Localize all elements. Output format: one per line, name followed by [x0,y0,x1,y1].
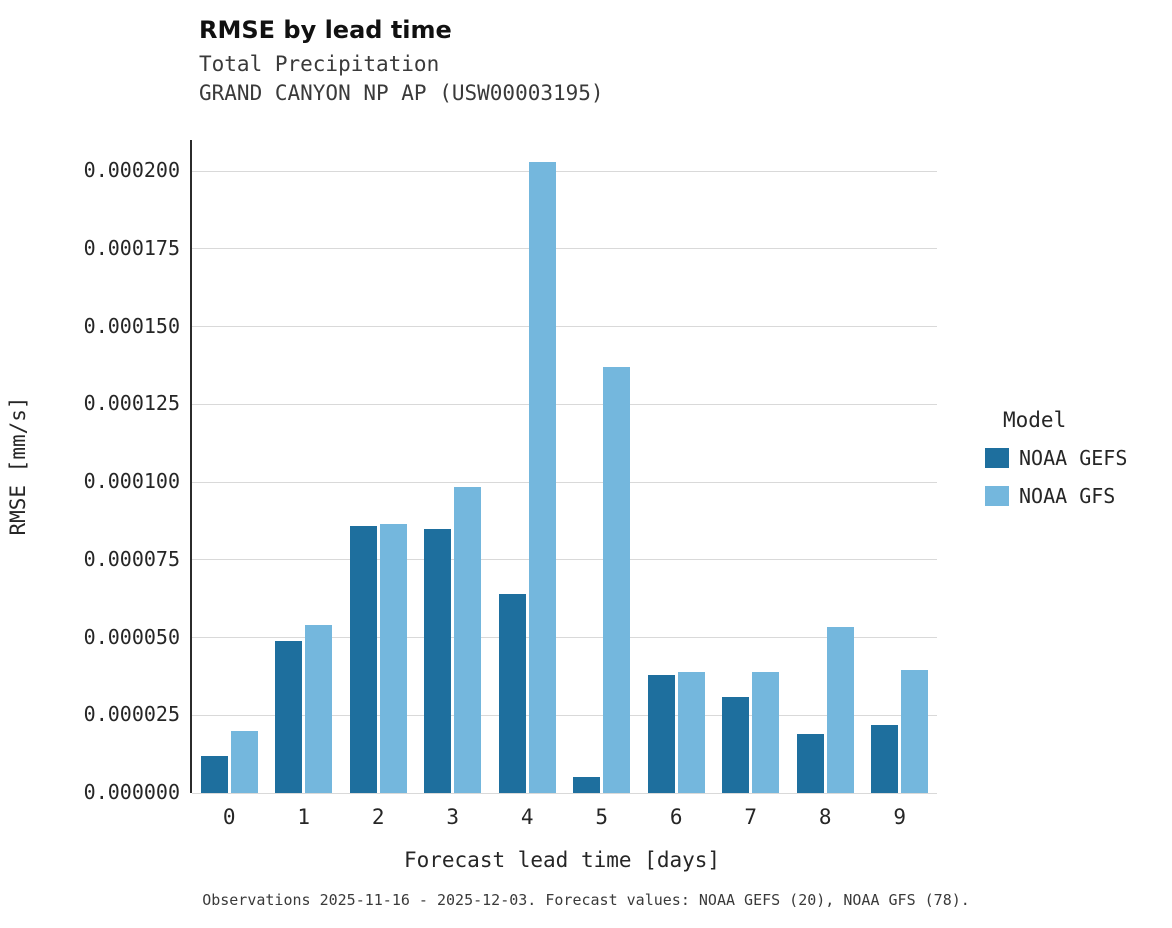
y-gridline [192,792,937,794]
x-tick-label: 8 [818,805,832,829]
bar-noaa-gefs-day8 [796,733,824,793]
x-tick-label: 2 [371,805,385,829]
legend-label: NOAA GEFS [1019,446,1128,470]
y-tick-label: 0.000100 [83,469,180,494]
x-tick-label: 1 [297,805,311,829]
legend-entry-noaa-gefs: NOAA GEFS [985,446,1127,470]
bar-noaa-gefs-day6 [647,674,675,793]
x-tick-label: 5 [595,805,609,829]
legend-swatch-noaa-gfs [985,486,1009,506]
y-tick-label: 0.000125 [83,391,180,416]
y-tick-label: 0.000025 [83,702,180,727]
chart-subtitle-variable: Total Precipitation [199,52,440,76]
x-tick-label: 6 [669,805,683,829]
y-gridline [192,170,937,172]
x-axis-label: Forecast lead time [days] [403,848,721,872]
y-axis-label: RMSE [mm/s] [6,396,30,536]
bar-noaa-gefs-day1 [275,640,303,793]
bar-noaa-gfs-day2 [379,524,407,793]
legend-label: NOAA GFS [1019,484,1116,508]
y-tick-label: 0.000150 [83,313,180,338]
y-gridline [192,326,937,328]
bar-noaa-gfs-day5 [603,367,631,793]
bar-noaa-gfs-day8 [826,626,854,793]
legend-title: Model [1003,408,1067,432]
chart-title: RMSE by lead time [199,16,452,44]
y-tick-label: 0.000175 [83,235,180,260]
legend-swatch-noaa-gefs [985,448,1009,468]
plot-area: 0.000000 0.000025 0.000050 0.000075 0.000100… [84,140,937,829]
y-tick-label: 0.000000 [83,780,180,804]
y-gridline [192,714,937,716]
y-tick-label: 0.000200 [83,158,180,183]
bar-noaa-gfs-day1 [305,625,333,793]
legend-entry-noaa-gfs: NOAA GFS [985,484,1127,508]
y-tick-label: 0.000075 [83,546,180,571]
bar-noaa-gfs-day4 [528,161,556,793]
bar-noaa-gfs-day3 [454,486,482,793]
legend-entries: NOAA GEFS NOAA GFS [985,446,1127,508]
x-tick-label: 4 [520,805,534,829]
y-gridline [192,481,937,483]
bar-noaa-gfs-day7 [752,671,780,793]
bar-noaa-gefs-day5 [573,777,601,793]
bar-noaa-gefs-day7 [722,696,750,793]
caption: Observations 2025-11-16 - 2025-12-03. Fo… [202,891,970,909]
x-tick-label: 7 [744,805,758,829]
y-gridline [192,403,937,405]
x-tick-label: 9 [893,805,907,829]
legend: Model NOAA GEFS NOAA GFS [985,408,1127,522]
y-gridline [192,248,937,250]
bar-noaa-gefs-day0 [200,755,228,793]
bar-noaa-gefs-day4 [498,594,526,793]
bar-noaa-gfs-day9 [901,670,929,793]
x-tick-label: 3 [446,805,460,829]
y-tick-label: 0.000050 [83,624,180,649]
x-tick-label: 0 [222,805,236,829]
y-gridline [192,559,937,561]
bar-noaa-gefs-day3 [424,528,452,793]
bar-noaa-gfs-day0 [230,730,258,793]
bar-noaa-gefs-day9 [871,724,899,793]
y-gridline [192,637,937,639]
bar-noaa-gfs-day6 [677,671,705,793]
chart-subtitle-station: GRAND CANYON NP AP (USW00003195) [199,81,604,105]
bar-noaa-gefs-day2 [349,525,377,793]
